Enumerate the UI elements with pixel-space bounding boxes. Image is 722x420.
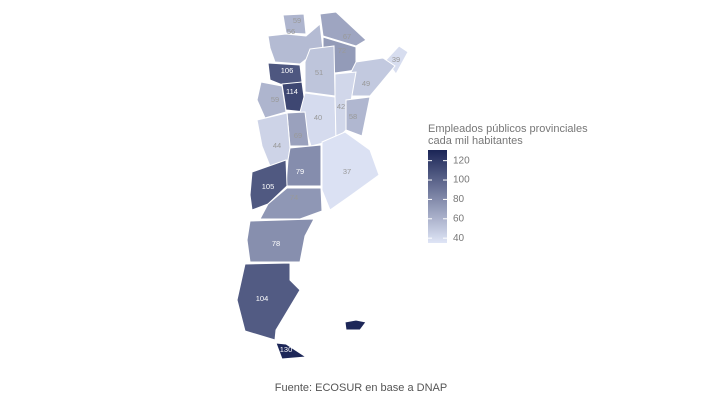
province-label: 49 [362,79,370,88]
province-label: 74 [290,193,298,202]
legend-title: Empleados públicos provinciales [428,123,588,135]
province-label: 78 [272,239,280,248]
province-label: 51 [315,68,323,77]
province [345,96,371,137]
province [246,218,315,263]
province-label: 59 [293,16,301,25]
province [256,112,291,167]
caption: Fuente: ECOSUR en base a DNAP [275,382,447,394]
province-label: 44 [273,141,281,150]
province-label: 56 [287,27,295,36]
province [319,11,367,47]
province-label: 105 [262,182,275,191]
province-label: 114 [286,87,298,96]
province-label: 42 [337,102,345,111]
province-label: 69 [294,131,302,140]
province-label: 39 [392,55,400,64]
province [286,111,310,147]
province-label: 37 [343,167,351,176]
province-islands [344,319,367,331]
province [321,131,380,211]
colorbar-tick-label: 80 [453,194,465,205]
province-label: 40 [314,113,322,122]
province [275,342,308,360]
province-label: 106 [281,66,294,75]
province [259,187,323,220]
colorbar-tick-label: 100 [453,175,470,186]
province-label: 59 [271,95,279,104]
province [304,45,336,97]
province-label: 79 [296,167,304,176]
province [285,144,322,187]
colorbar-tick-label: 60 [453,213,465,224]
province [282,13,307,35]
province-label: 72 [338,46,346,55]
colorbar-tick-label: 40 [453,233,465,244]
province-label: 58 [349,112,357,121]
colorbar [428,150,447,243]
colorbar-tick-label: 120 [453,155,470,166]
province-label: 130 [280,345,293,354]
legend-title: cada mil habitantes [428,135,523,147]
province-label: 67 [343,32,351,41]
province [236,262,301,341]
province [256,81,287,119]
province-label: 104 [256,294,269,303]
